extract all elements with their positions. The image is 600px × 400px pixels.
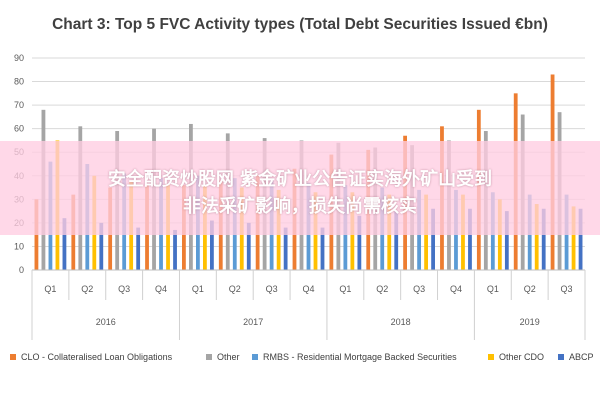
x-tick-label: Q2: [376, 284, 388, 294]
bar: [62, 218, 67, 270]
x-tick-label: Q4: [302, 284, 314, 294]
chart-legend: CLO - Collateralised Loan Obligations Oth…: [10, 352, 595, 370]
bar: [173, 229, 177, 270]
x-tick-label: Q4: [450, 284, 462, 294]
legend-label: ABCP: [569, 352, 594, 362]
legend-item: Other: [206, 352, 240, 362]
bar: [431, 208, 435, 270]
y-tick-label: 10: [14, 241, 24, 251]
bar: [99, 222, 104, 270]
bar: [246, 222, 251, 270]
legend-label: Other CDO: [499, 352, 545, 362]
bar: [283, 227, 288, 270]
bar: [534, 204, 539, 270]
bar: [357, 215, 362, 270]
chart-title: Chart 3: Top 5 FVC Activity types (Total…: [52, 16, 548, 33]
year-label: 2016: [96, 317, 116, 327]
legend-label: RMBS - Residential Mortgage Backed Secur…: [263, 352, 457, 362]
legend-label: Other: [217, 352, 240, 362]
x-tick-label: Q1: [339, 284, 351, 294]
y-tick-label: 90: [14, 53, 24, 63]
watermark-text: 安全配资炒股网 紫金矿业公告证实海外矿山受到 非法采矿影响，损失尚需核实: [0, 166, 600, 220]
legend-item: CLO - Collateralised Loan Obligations: [10, 352, 172, 362]
year-label: 2019: [520, 317, 540, 327]
x-tick-label: Q4: [155, 284, 167, 294]
year-label: 2018: [391, 317, 411, 327]
legend-item: ABCP: [558, 352, 594, 362]
bar: [504, 211, 509, 270]
bar: [571, 206, 576, 270]
x-tick-label: Q3: [118, 284, 130, 294]
legend-swatch: [252, 354, 258, 360]
y-tick-label: 60: [14, 124, 24, 134]
year-label: 2017: [243, 317, 263, 327]
bar: [541, 208, 546, 270]
legend-item: RMBS - Residential Mortgage Backed Secur…: [252, 352, 457, 362]
bar: [210, 220, 214, 270]
bar: [136, 227, 141, 270]
bar: [468, 208, 472, 270]
legend-swatch: [206, 354, 212, 360]
y-tick-label: 70: [14, 100, 24, 110]
legend-swatch: [10, 354, 16, 360]
legend-label: CLO - Collateralised Loan Obligations: [21, 352, 173, 362]
legend-item: Other CDO: [488, 352, 544, 362]
x-tick-label: Q3: [561, 284, 573, 294]
bar: [320, 227, 325, 270]
bar: [394, 211, 399, 270]
x-tick-label: Q3: [266, 284, 278, 294]
watermark-line-2: 非法采矿影响，损失尚需核实: [183, 196, 417, 217]
watermark-line-1: 安全配资炒股网 紫金矿业公告证实海外矿山受到: [107, 169, 493, 190]
x-tick-label: Q1: [192, 284, 204, 294]
y-tick-label: 80: [14, 77, 24, 87]
x-tick-label: Q2: [229, 284, 241, 294]
x-tick-label: Q1: [487, 284, 499, 294]
x-tick-label: Q2: [81, 284, 93, 294]
y-tick-label: 0: [19, 265, 24, 275]
x-tick-label: Q3: [413, 284, 425, 294]
legend-swatch: [488, 354, 494, 360]
x-tick-label: Q1: [44, 284, 56, 294]
x-tick-label: Q2: [524, 284, 536, 294]
bar: [578, 208, 583, 270]
watermark-banner: [0, 141, 600, 235]
legend-swatch: [558, 354, 564, 360]
